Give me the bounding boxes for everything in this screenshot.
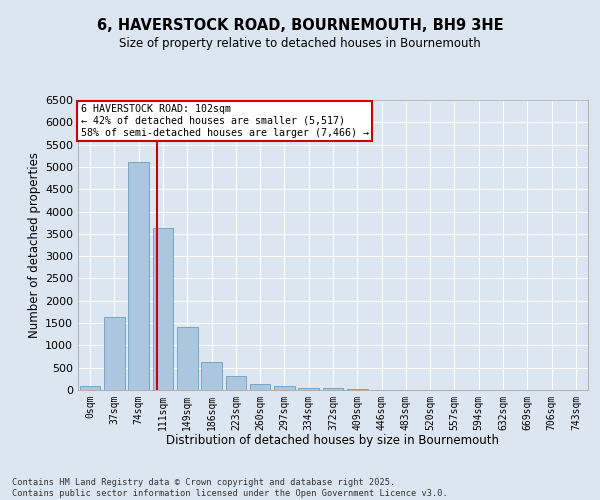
Bar bbox=[323, 388, 343, 390]
Text: Contains HM Land Registry data © Crown copyright and database right 2025.
Contai: Contains HM Land Registry data © Crown c… bbox=[12, 478, 448, 498]
Bar bbox=[177, 326, 197, 390]
Bar bbox=[274, 386, 295, 390]
Text: 6 HAVERSTOCK ROAD: 102sqm
← 42% of detached houses are smaller (5,517)
58% of se: 6 HAVERSTOCK ROAD: 102sqm ← 42% of detac… bbox=[80, 104, 368, 138]
Bar bbox=[128, 162, 149, 390]
Bar bbox=[250, 384, 271, 390]
Bar bbox=[80, 386, 100, 390]
Text: Size of property relative to detached houses in Bournemouth: Size of property relative to detached ho… bbox=[119, 38, 481, 51]
Text: 6, HAVERSTOCK ROAD, BOURNEMOUTH, BH9 3HE: 6, HAVERSTOCK ROAD, BOURNEMOUTH, BH9 3HE bbox=[97, 18, 503, 32]
Bar bbox=[152, 228, 173, 390]
Bar bbox=[104, 317, 125, 390]
Bar bbox=[201, 362, 222, 390]
Bar bbox=[226, 376, 246, 390]
X-axis label: Distribution of detached houses by size in Bournemouth: Distribution of detached houses by size … bbox=[167, 434, 499, 448]
Y-axis label: Number of detached properties: Number of detached properties bbox=[28, 152, 41, 338]
Bar bbox=[298, 388, 319, 390]
